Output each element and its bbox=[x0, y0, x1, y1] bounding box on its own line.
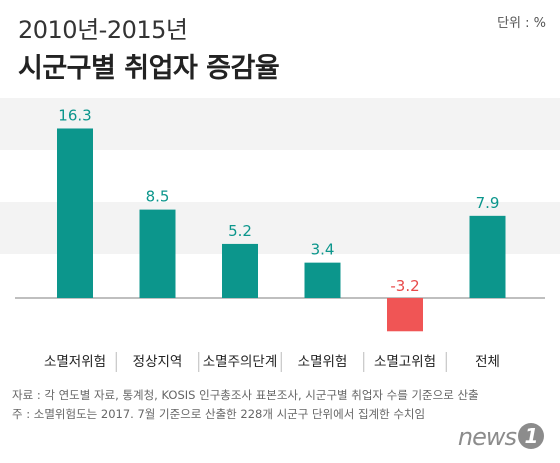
bar-0 bbox=[57, 128, 93, 298]
value-label-0: 16.3 bbox=[58, 106, 91, 124]
bar-1 bbox=[139, 209, 176, 298]
value-label-5: 7.9 bbox=[476, 194, 500, 212]
background-stripe bbox=[0, 98, 560, 150]
category-label-3: 소멸위험 bbox=[298, 354, 348, 370]
note-text: 주 : 소멸위험도는 2017. 7월 기준으로 산출한 228개 시군구 단위… bbox=[12, 407, 426, 421]
bar-4 bbox=[387, 298, 423, 332]
category-label-2: 소멸주의단계 bbox=[203, 354, 278, 370]
news1-logo: news 1 bbox=[458, 423, 544, 451]
value-label-3: 3.4 bbox=[311, 241, 335, 259]
logo-mark: 1 bbox=[518, 423, 544, 449]
chart-title: 시군구별 취업자 증감율 bbox=[18, 53, 280, 84]
category-label-4: 소멸고위험 bbox=[374, 354, 436, 370]
source-text: 자료 : 각 연도별 자료, 통계청, KOSIS 인구총조사 표본조사, 시군… bbox=[12, 388, 479, 402]
bar-3 bbox=[304, 262, 341, 298]
source-notes: 자료 : 각 연도별 자료, 통계청, KOSIS 인구총조사 표본조사, 시군… bbox=[12, 386, 479, 424]
value-label-2: 5.2 bbox=[228, 222, 252, 240]
value-label-1: 8.5 bbox=[146, 188, 170, 206]
chart-subtitle: 2010년-2015년 bbox=[18, 16, 188, 44]
category-label-1: 정상지역 bbox=[133, 354, 183, 370]
bar-5 bbox=[469, 215, 506, 298]
background-stripe bbox=[0, 202, 560, 254]
bar-chart: 16.3 소멸저위험 8.5 정상지역 5.2 소멸주의단계 3.4 소멸위험 -3.2 소멸고위… bbox=[15, 106, 545, 372]
logo-text: news bbox=[457, 423, 517, 451]
category-label-0: 소멸저위험 bbox=[44, 354, 106, 370]
bar-2 bbox=[222, 243, 258, 298]
category-label-5: 전체 bbox=[475, 354, 500, 370]
value-label-4: -3.2 bbox=[390, 277, 419, 295]
unit-label: 단위 : % bbox=[497, 16, 546, 31]
